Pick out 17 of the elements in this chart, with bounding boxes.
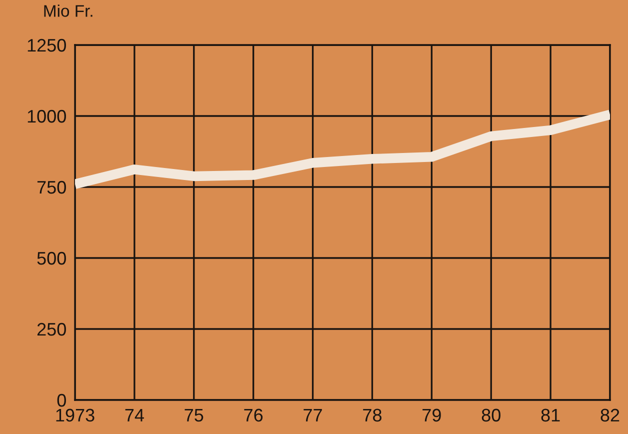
y-tick-label: 0 xyxy=(57,394,66,407)
y-tick-label: 500 xyxy=(37,252,66,265)
x-tick-label: 76 xyxy=(244,408,263,422)
x-tick-label: 1973 xyxy=(56,408,94,422)
x-tick-label: 81 xyxy=(541,408,560,422)
x-tick-label: 77 xyxy=(304,408,322,422)
x-tick-label: 78 xyxy=(363,408,382,422)
y-tick-label: 750 xyxy=(37,180,66,194)
y-tick-label: 1250 xyxy=(28,38,66,52)
y-tick-label: 1000 xyxy=(28,110,66,123)
x-tick-label: 80 xyxy=(482,408,500,422)
x-tick-label: 75 xyxy=(184,408,204,422)
x-tick-label: 82 xyxy=(600,408,620,422)
y-axis-title: Mio Fr. xyxy=(44,4,92,17)
x-tick-label: 74 xyxy=(125,408,144,422)
y-tick-label: 250 xyxy=(37,322,66,336)
x-tick-label: 79 xyxy=(422,408,441,422)
